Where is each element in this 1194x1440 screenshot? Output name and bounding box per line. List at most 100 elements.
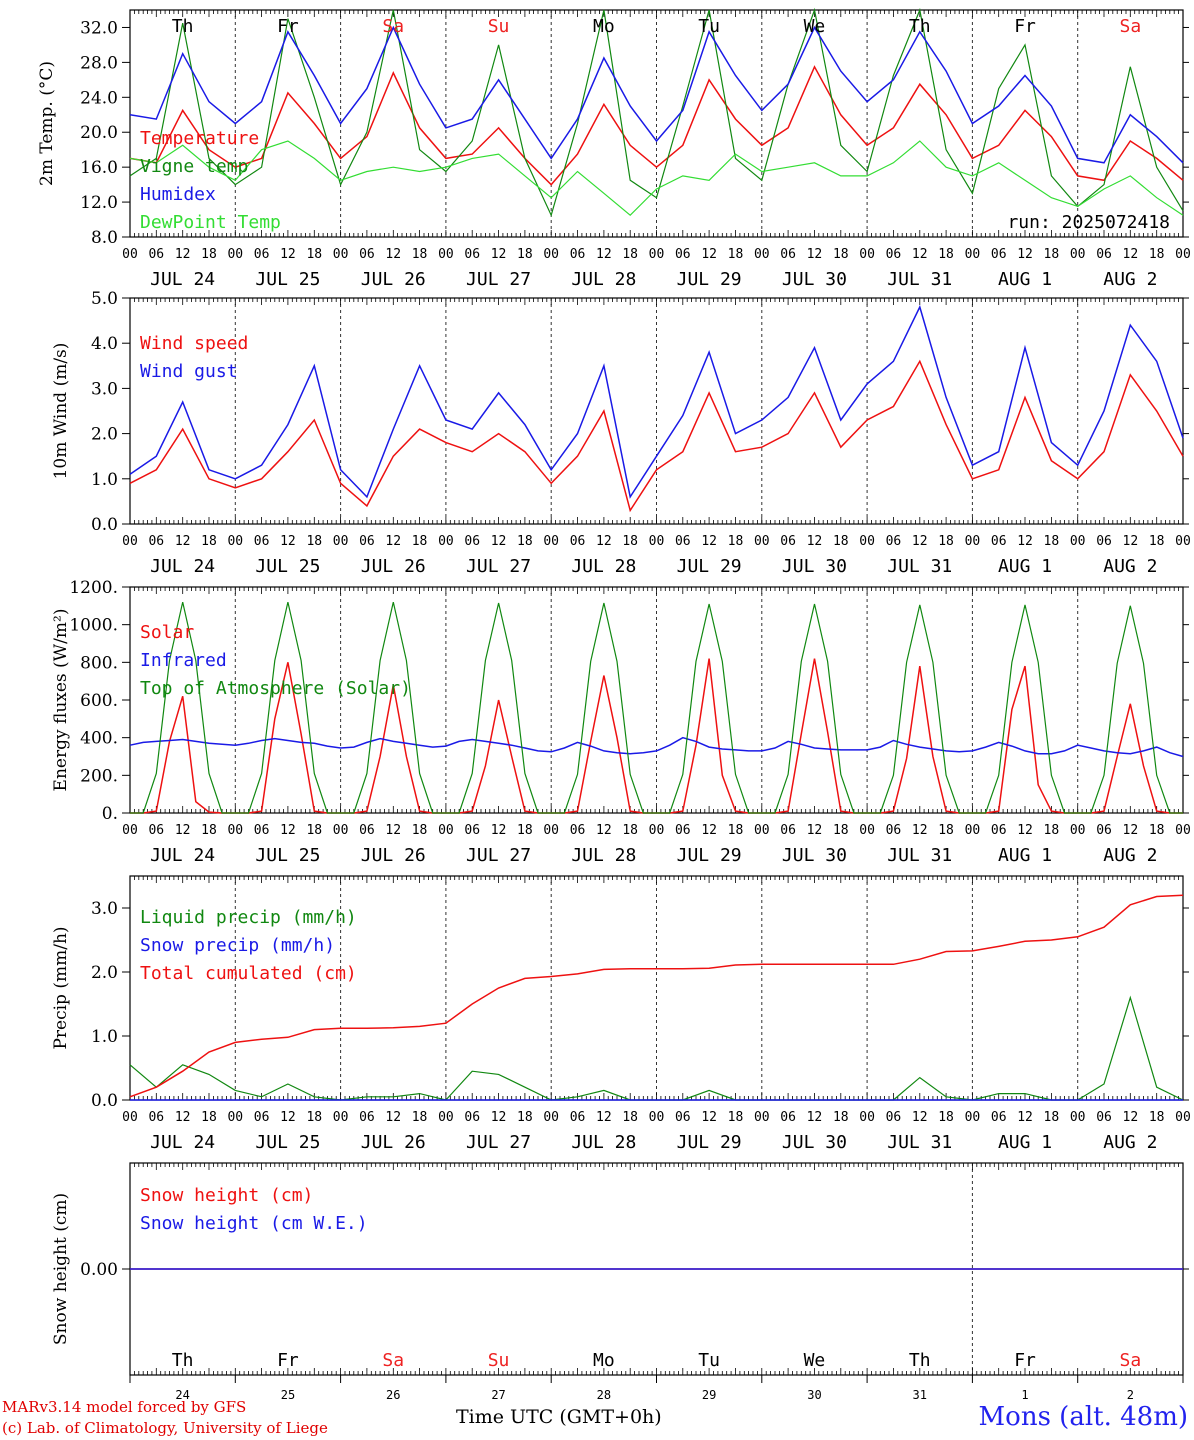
hour-tick-label: 00: [543, 1110, 559, 1125]
hour-tick-label: 18: [201, 823, 217, 838]
hour-tick-label: 00: [1175, 1110, 1191, 1125]
hour-tick-label: 12: [491, 247, 507, 262]
hour-tick-label: 00: [649, 823, 665, 838]
y-tick-label: 4.0: [91, 334, 118, 354]
hour-tick-label: 12: [807, 823, 823, 838]
hour-tick-label: 06: [991, 534, 1007, 549]
date-label: AUG 1: [998, 845, 1052, 866]
hour-tick-label: 00: [122, 823, 138, 838]
hour-tick-label: 00: [1175, 823, 1191, 838]
date-label: AUG 1: [998, 269, 1052, 290]
hour-tick-label: 06: [254, 1110, 270, 1125]
hour-tick-label: 12: [175, 247, 191, 262]
hour-tick-label: 06: [1096, 534, 1112, 549]
series-line-green: [129, 7, 1184, 217]
hour-tick-label: 00: [754, 1110, 770, 1125]
hour-tick-label: 06: [675, 1110, 691, 1125]
hour-tick-label: 06: [148, 823, 164, 838]
y-axis-label: 10m Wind (m/s): [51, 343, 71, 480]
hour-tick-label: 00: [1070, 823, 1086, 838]
y-tick-label: 200.: [80, 766, 118, 786]
legend-blue: Snow precip (mm/h): [140, 935, 335, 956]
dow-label-bottom: Tu: [698, 1350, 720, 1371]
hour-tick-label: 12: [491, 823, 507, 838]
hour-tick-label: 06: [675, 534, 691, 549]
date-label: AUG 2: [1103, 556, 1157, 577]
hour-tick-label: 00: [1175, 534, 1191, 549]
date-label: JUL 30: [782, 556, 847, 577]
hour-tick-label: 18: [201, 1110, 217, 1125]
series-line-blue: [129, 25, 1184, 164]
date-label: JUL 27: [466, 1132, 531, 1153]
day-number-label: 30: [807, 1388, 821, 1402]
hour-tick-label: 18: [622, 823, 638, 838]
hour-tick-label: 00: [333, 534, 349, 549]
y-tick-label: 1000.: [69, 616, 118, 636]
hour-tick-label: 18: [517, 823, 533, 838]
y-tick-label: 5.0: [91, 289, 118, 309]
hour-tick-label: 12: [701, 1110, 717, 1125]
hour-tick-label: 18: [622, 1110, 638, 1125]
hour-tick-label: 12: [596, 247, 612, 262]
hour-tick-label: 12: [491, 534, 507, 549]
series-line-green: [130, 601, 1183, 814]
y-tick-label: 800.: [80, 653, 118, 673]
hour-tick-label: 18: [517, 247, 533, 262]
hour-tick-label: 18: [1149, 247, 1165, 262]
date-label: JUL 29: [677, 1132, 742, 1153]
y-tick-label: 24.0: [80, 88, 118, 108]
hour-tick-label: 06: [570, 823, 586, 838]
series-line-lightgreen: [129, 140, 1184, 217]
dow-label-bottom: Su: [488, 1350, 510, 1371]
day-number-label: 25: [281, 1388, 295, 1402]
hour-tick-label: 06: [359, 823, 375, 838]
date-label: AUG 2: [1103, 269, 1157, 290]
date-label: AUG 2: [1103, 1132, 1157, 1153]
hour-tick-label: 18: [1149, 1110, 1165, 1125]
hour-tick-label: 18: [622, 247, 638, 262]
day-number-label: 2: [1127, 1388, 1134, 1402]
legend-green: Top of Atmosphere (Solar): [140, 678, 411, 699]
hour-tick-label: 12: [701, 534, 717, 549]
hour-tick-label: 00: [965, 247, 981, 262]
hour-tick-label: 00: [227, 534, 243, 549]
y-tick-label: 32.0: [80, 18, 118, 38]
hour-tick-label: 12: [701, 247, 717, 262]
hour-tick-label: 06: [886, 1110, 902, 1125]
dow-label-bottom: Th: [172, 1350, 194, 1371]
dow-label-bottom: Th: [909, 1350, 931, 1371]
hour-tick-label: 12: [1017, 534, 1033, 549]
hour-tick-label: 12: [596, 534, 612, 549]
panel-0: [122, 7, 1189, 238]
y-tick-label: 3.0: [91, 379, 118, 399]
date-label: JUL 31: [887, 845, 952, 866]
hour-tick-label: 06: [254, 823, 270, 838]
hour-tick-label: 06: [359, 1110, 375, 1125]
legend-red: Wind speed: [140, 333, 248, 354]
date-label: JUL 30: [782, 845, 847, 866]
date-label: JUL 28: [571, 1132, 636, 1153]
hour-tick-label: 18: [728, 823, 744, 838]
hour-tick-label: 12: [280, 247, 296, 262]
date-label: JUL 28: [571, 269, 636, 290]
hour-tick-label: 12: [1123, 534, 1139, 549]
dow-label-top: Fr: [1014, 16, 1036, 37]
day-number-label: 27: [491, 1388, 505, 1402]
hour-tick-label: 12: [912, 1110, 928, 1125]
hour-tick-label: 12: [280, 823, 296, 838]
y-axis-label: Precip (mm/h): [51, 926, 71, 1049]
hour-tick-label: 18: [412, 823, 428, 838]
hour-tick-label: 06: [780, 534, 796, 549]
hour-tick-label: 12: [596, 1110, 612, 1125]
dow-label-top: We: [804, 16, 826, 37]
dow-label-top: Tu: [698, 16, 720, 37]
series-line-blue: [129, 304, 1184, 499]
hour-tick-label: 12: [175, 823, 191, 838]
legend-red: Temperature: [140, 128, 259, 149]
hour-tick-label: 12: [1017, 823, 1033, 838]
date-label: JUL 31: [887, 1132, 952, 1153]
hour-tick-label: 12: [175, 1110, 191, 1125]
date-label: AUG 2: [1103, 845, 1157, 866]
legend-blue: Wind gust: [140, 361, 238, 382]
